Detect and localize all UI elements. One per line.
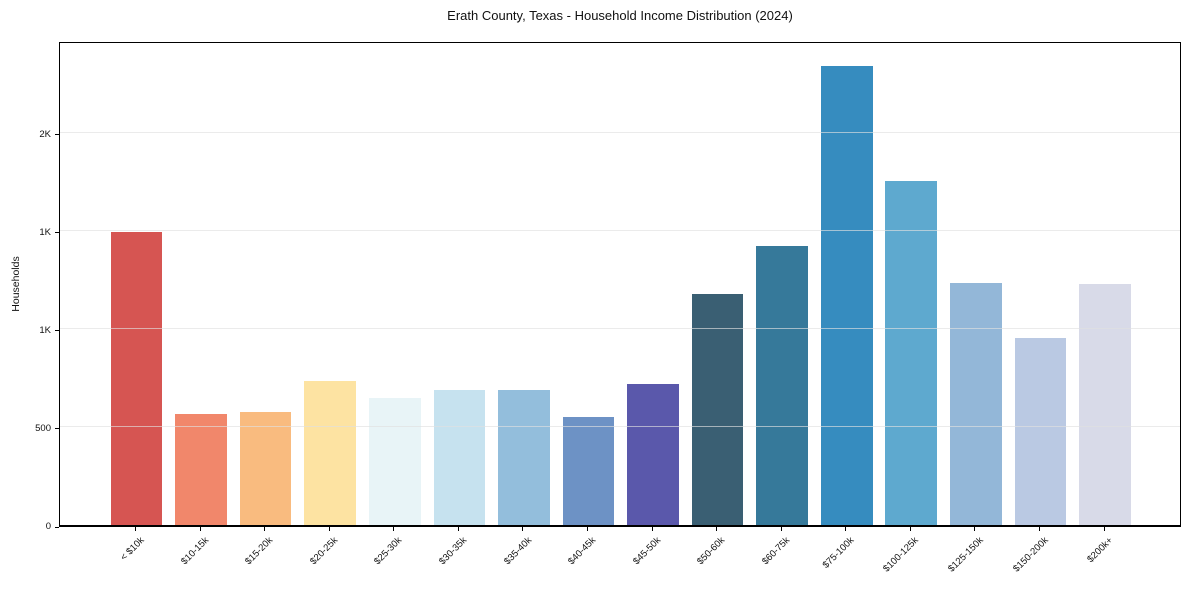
x-tick [264, 527, 266, 531]
x-tick-label: $15-20k [243, 535, 276, 568]
x-tick-label: $40-45k [566, 535, 599, 568]
x-tick [135, 527, 136, 531]
gridline [60, 131, 1180, 133]
y-tick-label: 1K [39, 226, 51, 238]
bar [498, 389, 550, 525]
x-tick-label: $30-35k [437, 535, 470, 568]
bar [239, 412, 292, 525]
x-tick [780, 527, 782, 531]
y-tick-label: 0 [45, 521, 51, 532]
bar [950, 282, 1002, 525]
x-tick [974, 527, 976, 531]
x-tick [651, 527, 653, 531]
bar [1079, 283, 1131, 525]
x-tick [845, 527, 847, 531]
bar [756, 246, 809, 525]
y-tick-label: 2K [39, 128, 51, 140]
bar [304, 380, 357, 525]
plot-area [59, 42, 1181, 527]
x-tick [457, 527, 459, 531]
bar [627, 383, 679, 525]
x-tick-label: $60-75k [759, 535, 792, 568]
bar [820, 65, 873, 525]
x-tick [393, 527, 395, 531]
x-tick-label: $200k+ [1084, 535, 1115, 566]
bar [562, 416, 615, 525]
x-tick [716, 527, 718, 531]
bar [175, 414, 227, 525]
x-tick-label: < $10k [118, 535, 147, 564]
gridline [60, 229, 1180, 231]
x-tick-label: $35-40k [501, 535, 534, 568]
x-tick-label: $25-30k [372, 535, 405, 568]
y-tick [55, 330, 59, 332]
x-tick-label: $20-25k [307, 535, 340, 568]
x-tick [1103, 527, 1105, 531]
gridline [60, 425, 1180, 427]
x-tick-label: $10-15k [178, 535, 211, 568]
y-tick [55, 232, 59, 234]
x-tick [909, 527, 911, 531]
x-tick-label: $50-60k [695, 535, 728, 568]
x-tick-label: $125-150k [946, 535, 986, 575]
x-tick-label: $45-50k [630, 535, 663, 568]
x-tick [586, 527, 588, 531]
y-axis-label: Households [10, 256, 22, 312]
chart-title: Erath County, Texas - Household Income D… [447, 8, 793, 23]
bar [691, 294, 744, 525]
y-tick-label: 500 [35, 422, 51, 434]
y-tick [55, 526, 59, 528]
x-tick [328, 527, 330, 531]
y-tick-label: 1K [39, 324, 51, 336]
bar [885, 181, 938, 525]
x-tick [1038, 527, 1040, 531]
bar [110, 231, 163, 525]
x-tick [199, 527, 201, 531]
x-tick-label: $150-200k [1010, 535, 1051, 575]
x-tick [522, 527, 524, 531]
gridline [60, 327, 1180, 329]
y-tick [55, 134, 59, 136]
bar [368, 397, 421, 525]
bar [1014, 337, 1067, 525]
bar [433, 389, 486, 525]
x-tick-label: $75-100k [820, 535, 857, 571]
y-tick [55, 428, 59, 430]
x-tick-label: $100-125k [881, 535, 922, 575]
